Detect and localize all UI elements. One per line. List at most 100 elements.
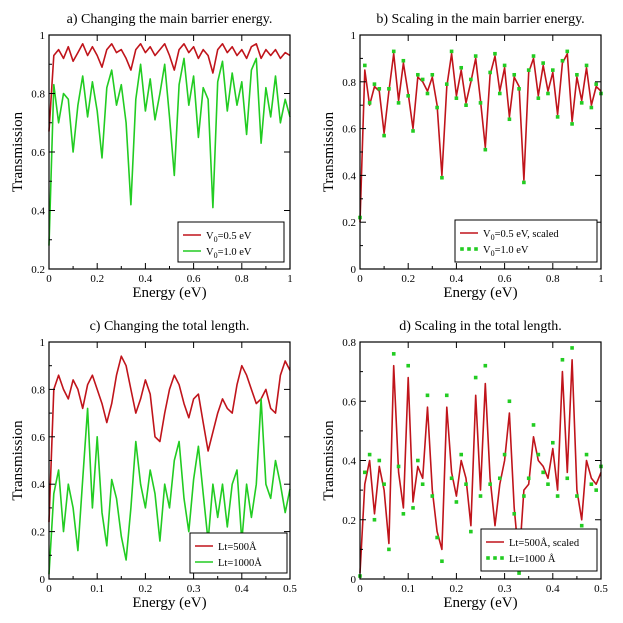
x-tick-label: 0 [46,273,52,285]
series-2 [48,57,291,246]
data-point [589,105,594,110]
legend-label-subscript: 0 [214,235,218,244]
data-point [570,346,574,350]
data-point [589,482,594,486]
data-point [560,58,565,63]
y-tick-label: 0.4 [31,206,45,218]
x-tick-label: 0.6 [498,273,512,285]
y-tick-label: 0 [351,264,357,276]
legend-entry-2: V0=1.0 eV [183,247,252,260]
data-point [551,68,555,72]
legend-marker [500,556,504,560]
data-point [565,476,570,481]
x-tick-label: 0.1 [401,583,415,595]
data-point [444,393,449,398]
data-point [493,51,497,56]
chart-panel-2: b) Scaling in the main barrier energy.0 0… [321,12,604,301]
data-point [464,482,468,486]
data-point [367,452,372,457]
data-point [579,523,584,528]
legend-box [189,532,288,574]
data-point [459,65,464,70]
series-1 [48,355,291,523]
x-tick-label: 0.8 [235,273,249,285]
data-point [517,87,521,91]
y-tick-label: 0.2 [342,217,356,229]
legend-marker [467,247,471,251]
y-tick-label: 0 [40,574,46,586]
x-tick-label: 0.2 [90,273,104,285]
data-point [497,91,502,96]
y-tick-label: 0.2 [342,515,356,527]
data-point [469,77,473,82]
legend-entry-1: Lt=500Å, scaled [486,537,580,549]
data-point [425,393,430,398]
legend-label: V0=0.5 eV [206,231,252,244]
y-tick-label: 0.6 [342,124,356,136]
data-point [565,49,570,54]
y-tick-label: 0.8 [342,337,356,349]
y-axis-label: Transmission [321,420,337,501]
legend-entry-2: Lt=1000Å [195,557,262,569]
legend-label: Lt=500Å [218,541,257,553]
data-point [512,72,517,77]
series-2 [358,49,603,220]
x-tick-label: 0.2 [139,583,153,595]
data-point [387,547,391,552]
legend-label: V0=1.0 eV [483,245,529,258]
series-line [48,398,291,575]
data-point [391,49,396,54]
legend-entry-1: V0=0.5 eV, scaled [460,229,559,242]
data-point [526,68,531,72]
data-point [401,58,406,63]
legend-label: V0=0.5 eV, scaled [483,229,559,242]
legend-label: Lt=1000 Å [509,553,556,565]
x-tick-label: 0.3 [187,583,201,595]
legend-label-main: V [483,229,491,240]
data-point [507,399,512,404]
data-point [507,117,512,122]
data-point [584,63,589,68]
legend-marker [474,247,478,251]
legend-label-rest: =0.5 eV, scaled [495,229,560,240]
legend-label-main: Lt=1000Å [218,557,262,569]
y-tick-label: 0.4 [342,170,356,182]
x-tick-label: 0 [357,583,363,595]
data-point [483,147,488,152]
data-point [502,63,507,68]
legend-label-subscript: 0 [491,233,495,242]
x-tick-label: 0.3 [498,583,512,595]
x-tick-label: 0.1 [90,583,104,595]
data-point [396,464,401,469]
legend-label-main: Lt=500Å [218,541,257,553]
legend-label-main: V [206,247,214,258]
data-point [401,512,406,516]
data-point [555,494,560,498]
x-tick-label: 0.4 [139,273,153,285]
legend-label-subscript: 0 [214,251,218,260]
x-tick-label: 0 [46,583,52,595]
y-tick-label: 0.8 [342,77,356,89]
series-line [48,42,291,132]
x-tick-label: 0.2 [401,273,415,285]
legend-label: V0=1.0 eV [206,247,252,260]
data-point [579,101,584,105]
data-point [430,72,435,77]
data-point [497,476,502,481]
series-1 [359,358,602,574]
legend-label-subscript: 0 [491,249,495,258]
legend-entry-2: V0=1.0 eV [460,245,529,258]
data-point [546,91,550,96]
y-tick-label: 0.4 [342,456,356,468]
data-point [473,375,478,380]
data-point [363,470,367,475]
data-point [406,94,410,98]
data-point [406,363,410,368]
data-point [440,559,444,564]
series-2 [48,398,291,575]
x-axis-label: Energy (eV) [132,285,206,301]
legend-box [454,219,598,263]
y-tick-label: 0.8 [31,89,45,101]
legend: V0=0.5 eV V0=1.0 eV [177,221,285,263]
x-tick-label: 0.4 [546,583,560,595]
